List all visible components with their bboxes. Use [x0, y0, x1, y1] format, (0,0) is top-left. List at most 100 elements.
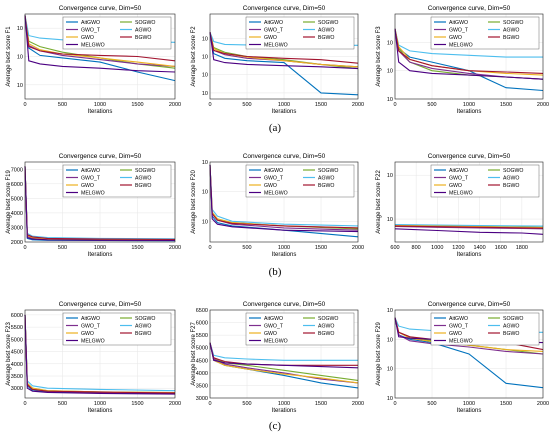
- chart-panel-2: Convergence curve, Dim=50 0 500 1000 1500 200…: [191, 5, 364, 115]
- y-tick-label: 10: [17, 83, 23, 89]
- x-tick-label: 2000: [537, 102, 549, 108]
- x-axis-label: Iterations: [88, 252, 113, 258]
- legend-box: [62, 164, 172, 198]
- y-tick-label: 4000: [11, 362, 23, 368]
- legend-label: GWO_T: [264, 28, 284, 34]
- legend-box: [430, 312, 540, 346]
- x-tick-label: 600: [390, 245, 399, 251]
- y-axis-label: Average best score F1: [6, 26, 12, 87]
- y-tick-label: 4500: [11, 350, 23, 356]
- plot-frame: [209, 13, 359, 100]
- series-line-AGWO: [209, 342, 358, 361]
- x-tick-label: 1000: [278, 401, 290, 407]
- y-tick-label: 3500: [196, 383, 208, 389]
- x-tick-label: 1000: [94, 245, 106, 251]
- x-tick-label: 1000: [278, 102, 290, 108]
- series-line-MELGWO: [24, 314, 176, 395]
- legend-label: MELGWO: [81, 191, 105, 197]
- legend-label: BGWO: [503, 183, 519, 189]
- series-line-AitGWO: [24, 15, 176, 82]
- legend-label: MELGWO: [264, 339, 288, 345]
- x-tick-label: 1500: [500, 401, 512, 407]
- legend-label: GWO_T: [449, 28, 469, 34]
- x-tick-label: 1000: [278, 245, 290, 251]
- x-tick-label: 1200: [452, 245, 464, 251]
- legend-label: SOGWO: [318, 316, 338, 322]
- x-tick-label: 1500: [131, 245, 143, 251]
- y-tick-label: 3000: [11, 386, 23, 392]
- caption-c: (c): [268, 420, 282, 432]
- chart-title: Convergence curve, Dim=50: [428, 153, 511, 160]
- legend-label: SOGWO: [135, 168, 155, 174]
- legend-label: AitGWO: [449, 20, 468, 26]
- legend-label: MELGWO: [264, 191, 288, 197]
- legend-label: GWO_T: [81, 28, 101, 34]
- series-line-MELGWO: [209, 342, 359, 369]
- legend-label: MELGWO: [264, 43, 288, 49]
- series-line-MELGWO: [209, 32, 359, 70]
- x-tick-label: 1000: [463, 102, 475, 108]
- plot-frame: [209, 161, 359, 243]
- x-tick-label: 500: [242, 245, 251, 251]
- x-tick-label: 2000: [169, 102, 181, 108]
- plot-frame: [209, 309, 359, 399]
- x-axis-label: Iterations: [272, 408, 297, 414]
- x-tick-label: 1500: [131, 401, 143, 407]
- y-tick-label: 10: [202, 219, 208, 225]
- legend-label: MELGWO: [449, 339, 473, 345]
- legend-label: AGWO: [135, 28, 151, 34]
- legend-label: AGWO: [318, 28, 334, 34]
- x-tick-label: 500: [427, 102, 436, 108]
- y-tick-label: 6000: [11, 182, 23, 188]
- legend-label: SOGWO: [135, 316, 155, 322]
- plot-frame: [394, 161, 544, 243]
- y-axis-label: Average best score F3: [376, 26, 382, 87]
- caption-a: (a): [268, 122, 282, 134]
- x-tick-label: 1000: [431, 245, 443, 251]
- x-tick-label: 1500: [315, 102, 327, 108]
- series-line-MELGWO: [394, 28, 544, 80]
- series-line-MELGWO: [394, 228, 544, 235]
- series-line-MELGWO: [24, 15, 176, 73]
- y-axis-label: Average best score F22: [376, 170, 382, 234]
- chart-panel-6: Convergence curve, Dim=50 600 800 1000 1200 1…: [376, 153, 544, 258]
- legend-label: GWO: [264, 331, 277, 337]
- y-tick-label: 10: [202, 190, 208, 196]
- legend-label: SOGWO: [503, 168, 523, 174]
- plot-frame: [24, 309, 176, 399]
- x-axis-label: Iterations: [457, 109, 482, 115]
- y-axis-label: Average best score F2: [191, 26, 197, 87]
- x-tick-label: 0: [208, 401, 211, 407]
- y-tick-label: 3000: [196, 396, 208, 402]
- x-tick-label: 2000: [352, 102, 364, 108]
- legend-label: SOGWO: [503, 20, 523, 26]
- legend-box: [245, 16, 355, 50]
- chart-title: Convergence curve, Dim=50: [59, 5, 142, 12]
- x-tick-label: 0: [393, 401, 396, 407]
- series-line-GWO: [394, 225, 544, 229]
- x-tick-label: 1400: [473, 245, 485, 251]
- y-tick-label: 5500: [196, 333, 208, 339]
- x-tick-label: 500: [427, 401, 436, 407]
- chart-panel-9: Convergence curve, Dim=50 0 500 1000 1500 200…: [376, 301, 549, 414]
- chart-panel-7: Convergence curve, Dim=50 0 500 1000 1500 200…: [6, 301, 181, 414]
- y-tick-label: 10: [387, 367, 393, 373]
- legend-label: GWO: [81, 35, 94, 41]
- y-tick-label: 10: [17, 55, 23, 61]
- plot-frame: [24, 161, 176, 243]
- x-tick-label: 1800: [516, 245, 528, 251]
- x-axis-label: Iterations: [457, 252, 482, 258]
- legend-label: AitGWO: [449, 168, 468, 174]
- y-tick-label: 5000: [196, 346, 208, 352]
- series-line-AGWO: [394, 223, 544, 227]
- y-tick-label: 10: [387, 97, 393, 103]
- x-tick-label: 1500: [315, 245, 327, 251]
- legend-label: AGWO: [318, 176, 334, 182]
- legend-label: GWO: [449, 331, 462, 337]
- series-line-BGWO: [24, 15, 176, 62]
- chart-panel-8: Convergence curve, Dim=50 0 500 1000 1500 200…: [191, 301, 364, 414]
- legend-label: GWO_T: [449, 176, 469, 182]
- legend-label: AitGWO: [81, 168, 100, 174]
- y-axis-label: Average best score F23: [6, 322, 12, 386]
